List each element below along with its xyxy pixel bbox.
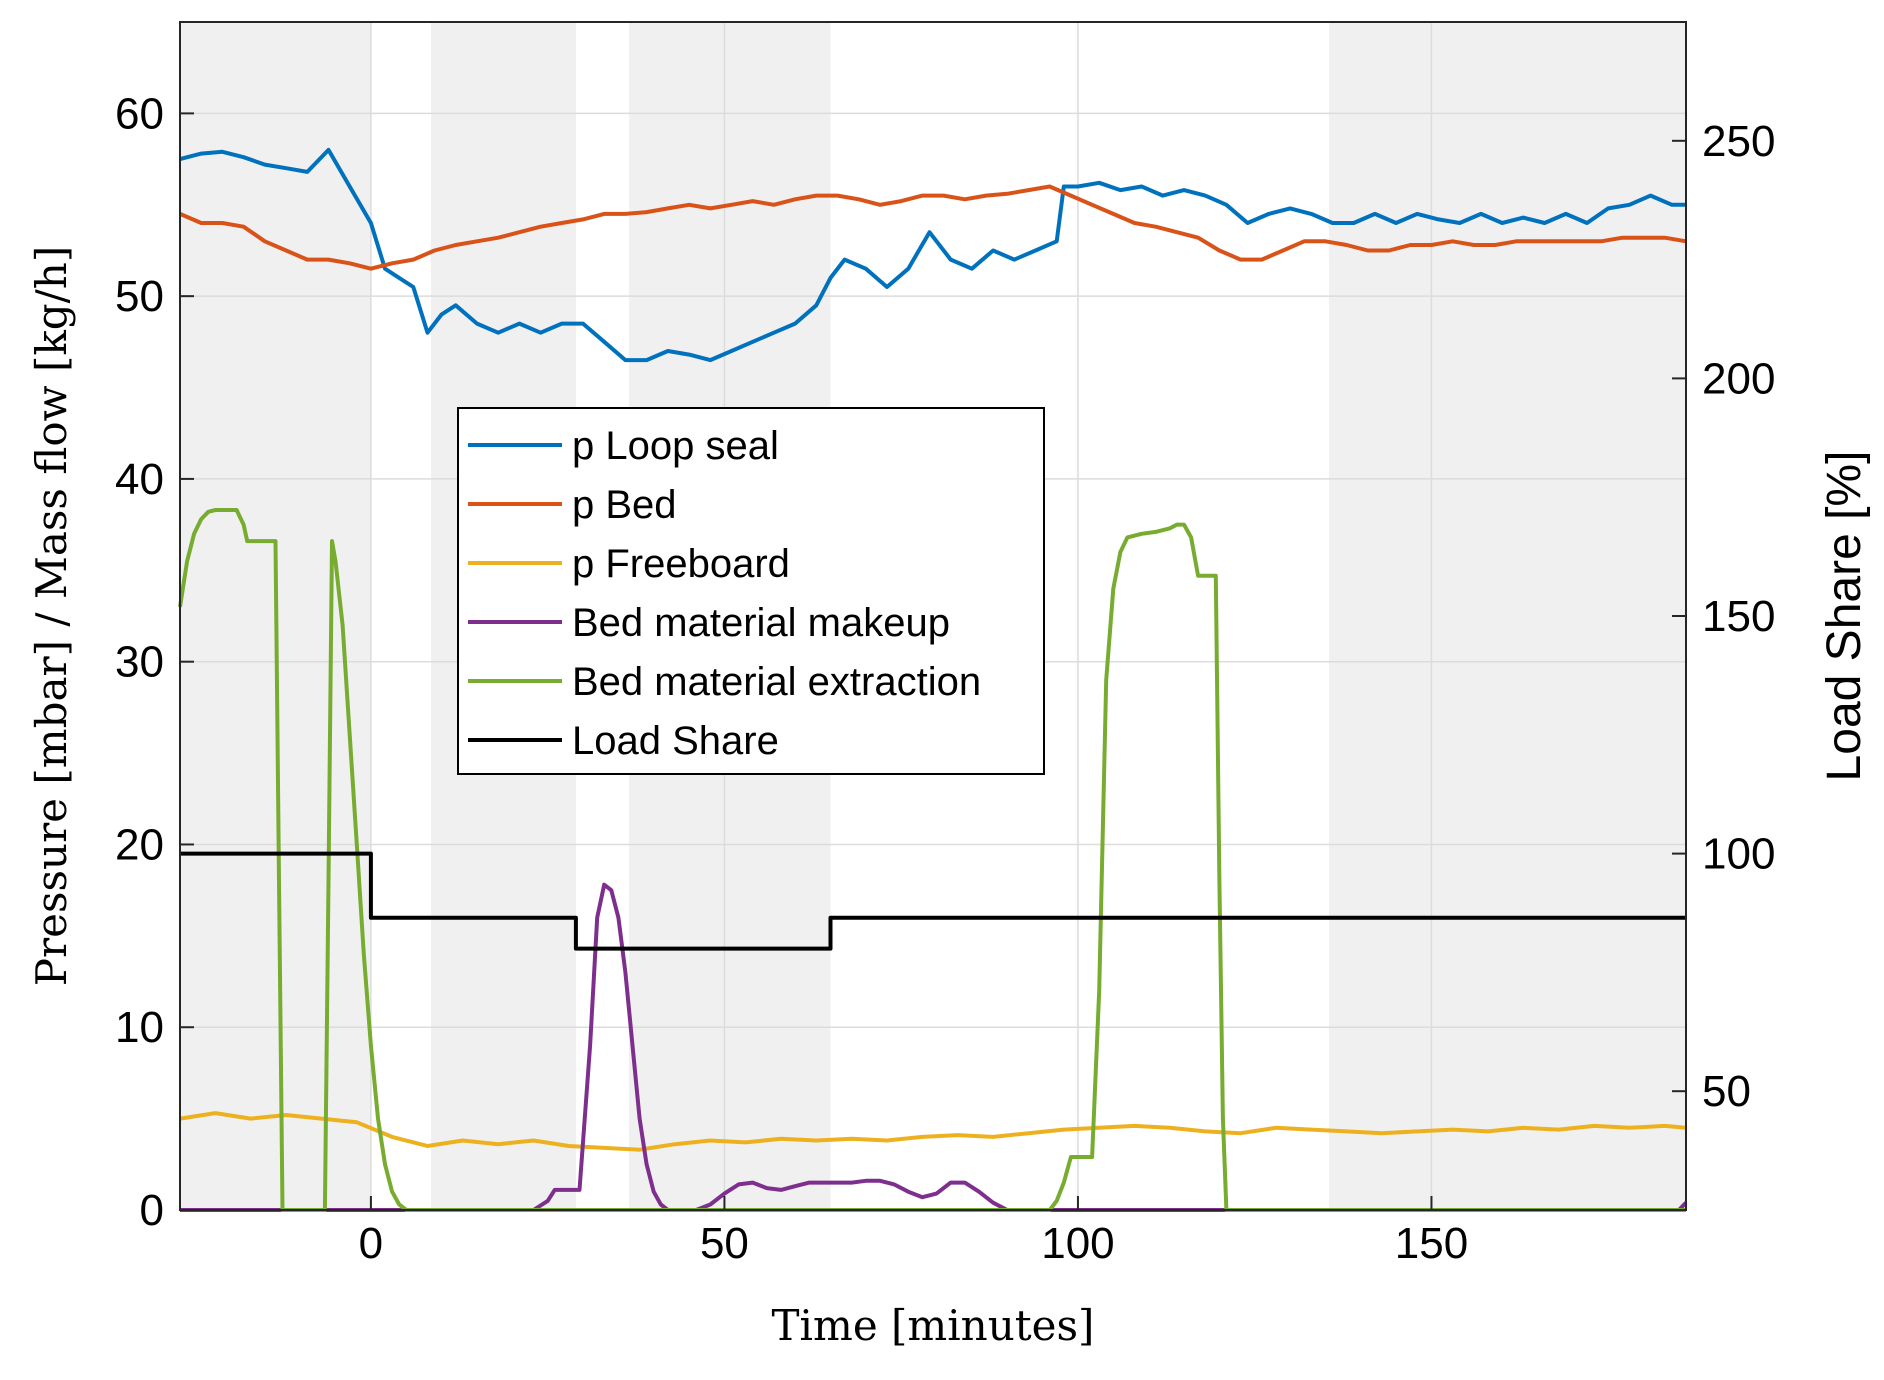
axis-ticks: 0 50 100 150 0 10 20 30 40 50 60 50 100 150 200 250 — [115, 89, 1775, 1268]
y-tick-label-left: 20 — [115, 820, 164, 869]
x-tick-label: 100 — [1041, 1219, 1114, 1268]
series-line-p-bed — [179, 184, 1687, 271]
series-line-bed-material-extraction — [178, 508, 1686, 1212]
x-axis-label: Time [minutes] — [772, 1301, 1095, 1350]
legend-box — [457, 407, 1045, 775]
series-line-bed-material-makeup — [180, 882, 1688, 1212]
series-line-p-freeboard — [179, 1111, 1687, 1152]
data-series — [178, 147, 1688, 1212]
y-tick-label-right: 100 — [1702, 830, 1775, 879]
y-tick-label-left: 40 — [115, 455, 164, 504]
y-tick-label-left: 60 — [115, 89, 164, 138]
x-tick-label: 0 — [359, 1219, 383, 1268]
y-tick-label-left: 0 — [140, 1186, 164, 1235]
legend-label: Load Share — [572, 719, 779, 763]
y-tick-label-right: 250 — [1702, 117, 1775, 166]
y-tick-label-left: 50 — [115, 272, 164, 321]
legend-label: p Bed — [572, 483, 677, 527]
x-tick-label: 150 — [1395, 1219, 1468, 1268]
x-tick-label: 50 — [700, 1219, 749, 1268]
y-tick-label-left: 10 — [115, 1003, 164, 1052]
y-axis-label-left: Pressure [mbar] / Mass flow [kg/h] — [27, 246, 76, 987]
y-tick-label-right: 150 — [1702, 592, 1775, 641]
legend-label: Bed material extraction — [572, 660, 981, 704]
legend-label: Bed material makeup — [572, 601, 950, 645]
legend: p Loop seal p Bed p Freeboard Bed material … — [457, 407, 1045, 775]
series-line-load-share — [180, 851, 1686, 951]
y-tick-label-right: 50 — [1702, 1067, 1751, 1116]
series-line-p-loop-seal — [179, 147, 1686, 363]
legend-label: p Freeboard — [572, 542, 790, 586]
y-tick-label-left: 30 — [115, 638, 164, 687]
y-axis-label-right: Load Share [%] — [1818, 451, 1871, 782]
y-tick-label-right: 200 — [1702, 354, 1775, 403]
shaded-region-3 — [1328, 22, 1686, 1210]
legend-label: p Loop seal — [572, 424, 779, 468]
